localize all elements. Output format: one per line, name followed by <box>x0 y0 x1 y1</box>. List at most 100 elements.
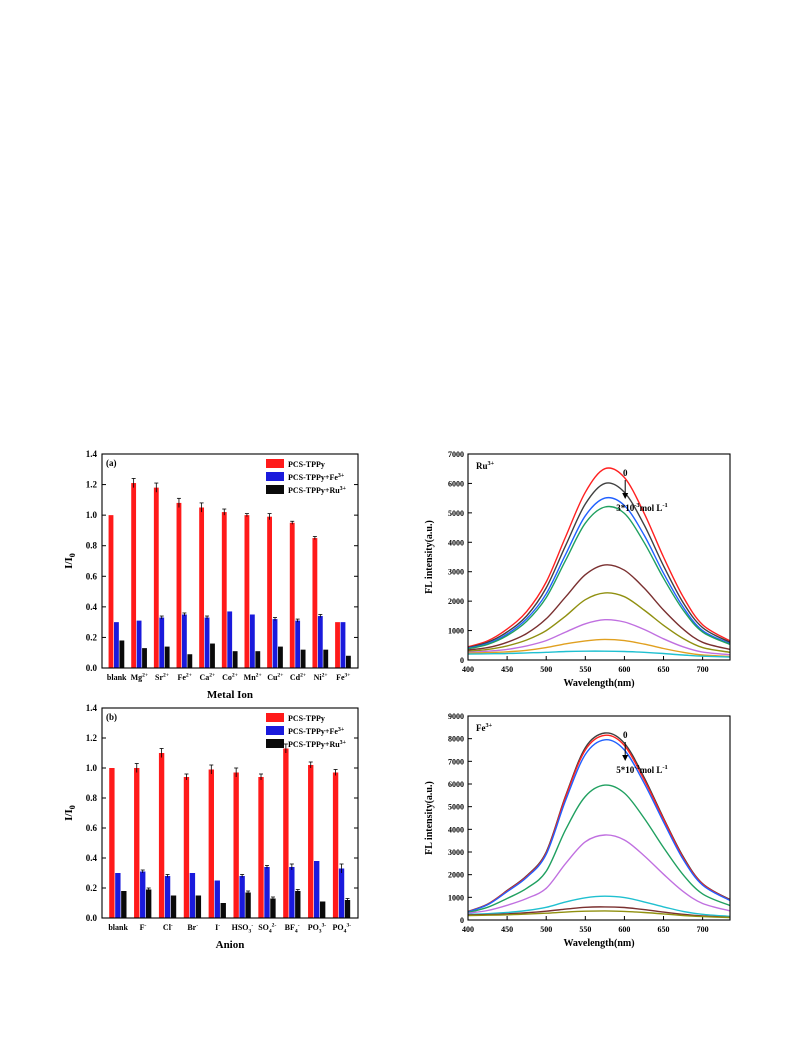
y-tick-label: 1.0 <box>86 510 98 520</box>
x-tick-label: Br- <box>187 922 198 932</box>
x-tick-label: PO33- <box>308 922 327 934</box>
spectrum-line-8 <box>467 910 731 919</box>
bar <box>308 765 314 918</box>
x-axis-label: Metal Ion <box>207 689 253 701</box>
legend-swatch <box>266 472 284 481</box>
spectrum-line-7 <box>467 906 731 918</box>
y-tick-label: 5000 <box>448 803 464 812</box>
fluorescence-spectra-fe-svg: 0100020003000400050006000700080009000400… <box>424 712 731 949</box>
arrow-bottom-label: 3*10-3mol L-1 <box>616 502 668 513</box>
x-tick-label: Co2+ <box>222 672 238 682</box>
bar <box>187 654 193 668</box>
spectrum-line-1 <box>467 732 731 913</box>
bar <box>121 891 127 918</box>
spectrum-line-8 <box>467 638 731 658</box>
y-tick-label: 3000 <box>448 848 464 857</box>
spectrum-line-5 <box>467 834 731 914</box>
y-tick-label: 1.2 <box>86 733 98 743</box>
y-tick-label: 0.4 <box>86 602 98 612</box>
bar <box>199 507 205 668</box>
bar <box>159 617 165 668</box>
plot-frame <box>467 453 731 661</box>
y-tick-label: 0 <box>460 656 464 665</box>
y-tick-label: 4000 <box>448 538 464 547</box>
y-axis-label: I/I0 <box>63 553 77 569</box>
bar <box>272 619 278 668</box>
bar <box>220 903 226 918</box>
x-tick-label: BF4- <box>285 922 300 934</box>
plot-frame <box>101 707 359 919</box>
y-axis-label: FL intensity(a.u.) <box>424 781 435 855</box>
bar <box>142 648 147 668</box>
bar <box>314 861 320 918</box>
bar <box>338 868 345 918</box>
spectrum-line-4 <box>467 505 731 650</box>
y-tick-label: 0.2 <box>86 632 98 642</box>
bar <box>300 649 306 668</box>
spectrum-line-6 <box>467 592 731 653</box>
legend-label: PCS-TPPy+Ru3+ <box>288 740 347 749</box>
legend-swatch <box>266 485 284 494</box>
x-tick-label: 600 <box>618 665 630 674</box>
x-tick-label: 500 <box>540 925 552 934</box>
y-tick-label: 2000 <box>448 597 464 606</box>
y-tick-label: 4000 <box>448 825 464 834</box>
bar <box>312 538 318 668</box>
bar <box>335 622 340 668</box>
bar <box>344 900 351 918</box>
bar-chart-metal-ion: 0.0 0.2 0.4 0.6 0.8 1.0 1.2 1.4 blank Mg2+ Sr2+ Fe2… <box>62 440 362 708</box>
spectrum-line-4 <box>467 784 731 914</box>
bar <box>267 516 272 668</box>
spectrum-line-5 <box>467 564 731 651</box>
bar <box>258 777 264 918</box>
bar <box>245 892 251 918</box>
x-tick-label: Cu2+ <box>267 672 283 682</box>
bar-chart-anion: 0.0 0.2 0.4 0.6 0.8 1.0 1.2 1.4 blank F- Cl- Br- I- H… <box>62 700 362 962</box>
y-tick-label: 0.8 <box>86 541 98 551</box>
x-tick-label: 700 <box>697 665 709 674</box>
spectrum-line-9 <box>467 650 731 658</box>
x-tick-label: Fe2+ <box>177 672 191 682</box>
y-tick-label: 6000 <box>448 780 464 789</box>
bar <box>181 614 187 668</box>
bar <box>232 651 238 668</box>
legend-label: PCS-TPPy+Ru3+ <box>288 486 347 495</box>
y-tick-label: 0.0 <box>86 663 98 673</box>
bar <box>119 640 125 668</box>
bar <box>295 891 301 918</box>
fluorescence-spectra-ru: 0 1000 2000 3000 4000 5000 6000 7000 400 450 500 55… <box>424 448 732 694</box>
bar <box>289 867 295 918</box>
bar <box>131 483 137 668</box>
bar <box>140 871 146 918</box>
y-tick-label: 0.6 <box>86 823 98 833</box>
ion-label: Ru3+ <box>476 460 495 471</box>
y-tick-label: 1.2 <box>86 480 98 490</box>
panel-label: (b) <box>106 712 117 722</box>
x-tick-label: 450 <box>501 665 513 674</box>
bar <box>244 515 250 668</box>
bar <box>340 622 346 668</box>
y-tick-label: 8000 <box>448 735 464 744</box>
bar <box>233 772 239 918</box>
x-tick-label: HSO3- <box>232 922 254 934</box>
x-tick-label: 650 <box>658 665 670 674</box>
x-tick-label: blank <box>107 673 127 682</box>
y-tick-label: 1.0 <box>86 763 98 773</box>
bar <box>114 622 119 668</box>
x-tick-label: 450 <box>501 925 513 934</box>
arrow-bottom-label: 5*10-3mol L-1 <box>616 764 668 775</box>
bar <box>134 768 140 918</box>
bar <box>183 777 190 918</box>
spectrum-line-2 <box>467 734 731 913</box>
bar <box>145 889 152 918</box>
y-tick-label: 6000 <box>448 479 464 488</box>
x-tick-label: 600 <box>618 925 630 934</box>
bar <box>255 651 261 668</box>
x-tick-label: Fe3+ <box>336 672 350 682</box>
bar <box>210 643 215 668</box>
bar-chart-metal-ion-svg: 0.0 0.2 0.4 0.6 0.8 1.0 1.2 1.4 blank Mg2+ Sr2+ Fe2… <box>63 449 359 701</box>
bar <box>195 895 202 918</box>
bar <box>221 512 227 668</box>
bar <box>189 873 196 918</box>
x-tick-label: 550 <box>579 665 591 674</box>
